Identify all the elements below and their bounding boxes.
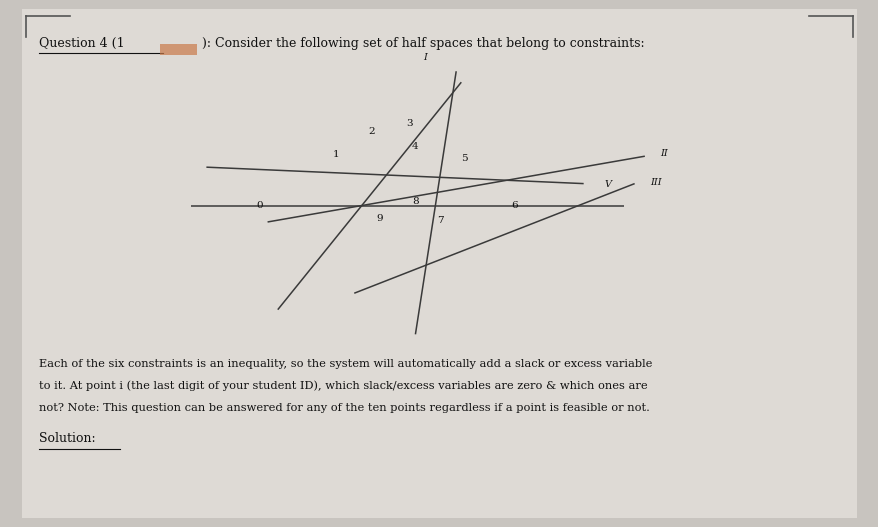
Text: 0: 0 [255, 201, 263, 210]
Text: 1: 1 [332, 150, 339, 159]
Text: V: V [603, 180, 610, 190]
Text: 2: 2 [368, 127, 374, 136]
Text: 8: 8 [412, 197, 418, 206]
Text: 4: 4 [411, 142, 418, 151]
Text: Solution:: Solution: [39, 432, 95, 445]
Text: III: III [649, 178, 661, 187]
Text: to it. At point i (the last digit of your student ID), which slack/excess variab: to it. At point i (the last digit of you… [39, 380, 646, 391]
Text: Question 4 (1: Question 4 (1 [39, 36, 124, 50]
Text: 9: 9 [376, 213, 382, 223]
Text: 7: 7 [437, 216, 443, 225]
FancyBboxPatch shape [22, 9, 856, 518]
Text: ): Consider the following set of half spaces that belong to constraints:: ): Consider the following set of half sp… [202, 36, 644, 50]
Text: I: I [422, 53, 427, 62]
Text: II: II [659, 149, 667, 158]
Text: 6: 6 [510, 201, 517, 210]
Text: Each of the six constraints is an inequality, so the system will automatically a: Each of the six constraints is an inequa… [39, 359, 651, 369]
FancyBboxPatch shape [160, 44, 197, 55]
Text: not? Note: This question can be answered for any of the ten points regardless if: not? Note: This question can be answered… [39, 403, 649, 413]
Text: 3: 3 [406, 119, 413, 128]
Text: 5: 5 [461, 154, 467, 163]
